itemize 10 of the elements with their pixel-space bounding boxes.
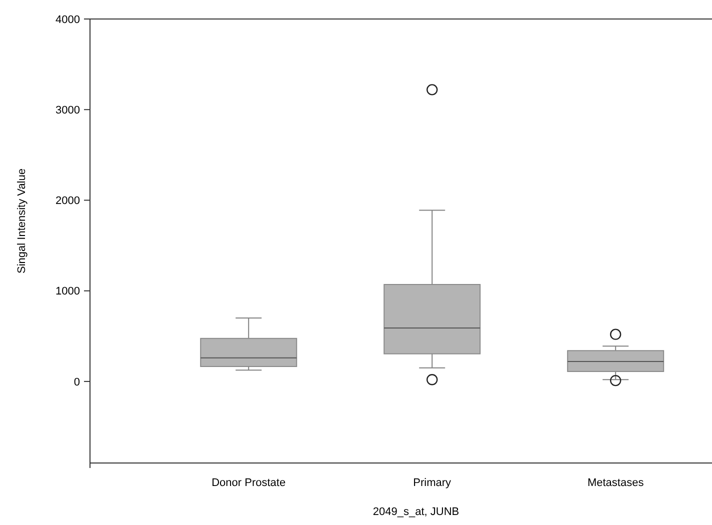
x-tick-label: Metastases bbox=[587, 477, 644, 489]
y-tick-label: 4000 bbox=[56, 14, 80, 26]
x-tick-label: Donor Prostate bbox=[212, 477, 286, 489]
y-tick-label: 3000 bbox=[56, 104, 80, 116]
y-tick-label: 0 bbox=[74, 376, 80, 388]
x-axis-title: 2049_s_at, JUNB bbox=[372, 506, 460, 518]
y-tick-label: 2000 bbox=[56, 195, 80, 208]
y-axis-title: Singal Intensity Value bbox=[16, 168, 28, 274]
x-tick-label: Primary bbox=[413, 477, 452, 489]
y-tick-label: 1000 bbox=[56, 286, 80, 298]
